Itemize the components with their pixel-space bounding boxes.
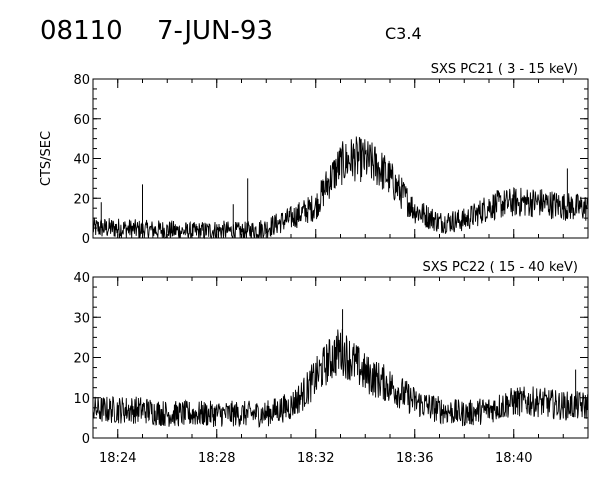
chart-panel-2: 0 10 20 30 40 18:24 18:28 18:32 18:36 18:40 SXS PC… xyxy=(73,260,589,466)
x-tick-label: 18:32 xyxy=(297,451,334,466)
y-tick-label: 0 xyxy=(82,232,90,247)
y-tick-label: 80 xyxy=(73,73,90,88)
y-tick-label: 40 xyxy=(73,271,90,286)
y-tick-label: 30 xyxy=(73,311,90,326)
event-id: 08110 xyxy=(40,16,123,46)
plot-frame xyxy=(92,78,589,239)
y-tick-label: 20 xyxy=(73,352,90,367)
goes-class: C3.4 xyxy=(385,24,422,43)
event-date: 7-JUN-93 xyxy=(157,16,273,46)
series-line-1 xyxy=(92,328,589,428)
panel-title: SXS PC21 ( 3 - 15 keV) xyxy=(431,62,578,77)
y-tick-label: 60 xyxy=(73,113,90,128)
x-tick-label: 18:36 xyxy=(396,451,433,466)
y-axis-label: CTS/SEC xyxy=(39,131,54,186)
y-tick-label: 0 xyxy=(82,432,90,447)
y-tick-label: 20 xyxy=(73,192,90,207)
x-tick-label: 18:28 xyxy=(198,451,235,466)
y-tick-label: 40 xyxy=(73,153,90,168)
y-tick-label: 10 xyxy=(73,392,90,407)
panel-title: SXS PC22 ( 15 - 40 keV) xyxy=(422,260,578,275)
x-tick-label: 18:24 xyxy=(99,451,136,466)
x-tick-label: 18:40 xyxy=(495,451,532,466)
chart-panel-1: 0 20 40 60 80 SXS PC21 ( 3 - 15 keV) CTS/SEC xyxy=(39,62,589,247)
series-line-1 xyxy=(92,136,589,240)
